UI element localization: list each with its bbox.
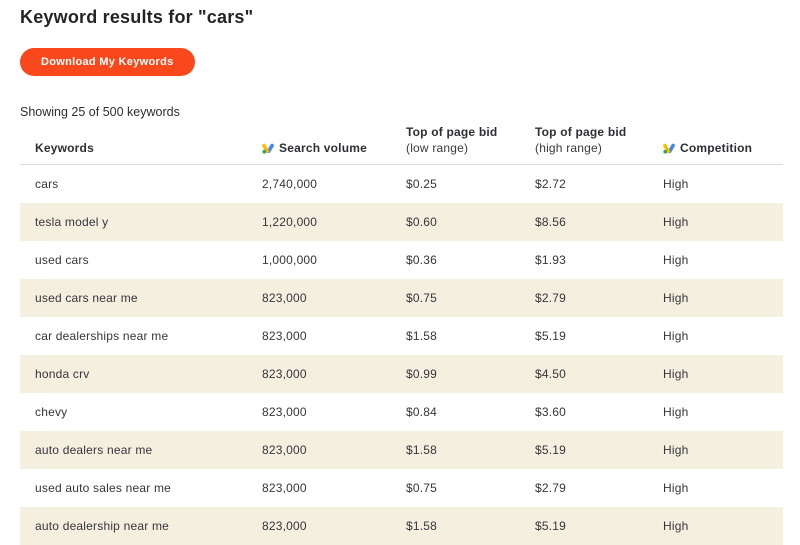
bid-low-cell: $0.25 (406, 177, 438, 191)
bid-low-cell: $0.75 (406, 481, 438, 495)
search-volume-cell: 1,220,000 (262, 215, 318, 229)
competition-cell: High (663, 253, 689, 267)
bid-high-cell: $5.19 (535, 329, 567, 343)
search-volume-cell: 2,740,000 (262, 177, 318, 191)
bid-high-cell: $2.72 (535, 177, 567, 191)
keyword-cell: used cars near me (35, 291, 138, 305)
keyword-cell: tesla model y (35, 215, 109, 229)
keyword-cell: cars (35, 177, 59, 191)
bid-high-cell: $2.79 (535, 481, 567, 495)
search-volume-cell: 823,000 (262, 481, 307, 495)
search-volume-cell: 823,000 (262, 519, 307, 533)
column-header-bid-high: Top of page bid (high range) (535, 125, 627, 155)
page-title: Keyword results for "cars" (20, 7, 254, 27)
results-summary: Showing 25 of 500 keywords (20, 105, 180, 119)
bid-high-cell: $8.56 (535, 215, 567, 229)
search-volume-cell: 823,000 (262, 291, 307, 305)
google-ads-icon (262, 143, 274, 154)
competition-cell: High (663, 329, 689, 343)
table-row: chevy 823,000 $0.84 $3.60 High (20, 393, 783, 431)
bid-low-cell: $0.36 (406, 253, 438, 267)
table-header-row: Keywords Search volume Top of page bid (20, 125, 783, 165)
column-header-competition: Competition (663, 141, 783, 155)
competition-cell: High (663, 367, 689, 381)
search-volume-cell: 823,000 (262, 329, 307, 343)
search-volume-cell: 823,000 (262, 405, 307, 419)
search-volume-cell: 1,000,000 (262, 253, 318, 267)
bid-high-cell: $3.60 (535, 405, 567, 419)
bid-low-cell: $0.84 (406, 405, 438, 419)
competition-cell: High (663, 405, 689, 419)
competition-cell: High (663, 519, 689, 533)
google-ads-icon (663, 143, 675, 154)
bid-low-cell: $0.60 (406, 215, 438, 229)
table-row: cars 2,740,000 $0.25 $2.72 High (20, 165, 783, 203)
keyword-cell: chevy (35, 405, 68, 419)
bid-low-cell: $1.58 (406, 329, 438, 343)
keyword-cell: used auto sales near me (35, 481, 172, 495)
competition-cell: High (663, 481, 689, 495)
bid-high-cell: $1.93 (535, 253, 567, 267)
keyword-cell: used cars (35, 253, 89, 267)
keyword-cell: car dealerships near me (35, 329, 169, 343)
column-header-bid-low: Top of page bid (low range) (406, 125, 498, 155)
keyword-cell: auto dealers near me (35, 443, 153, 457)
download-keywords-button[interactable]: Download My Keywords (20, 48, 195, 76)
table-row: tesla model y 1,220,000 $0.60 $8.56 High (20, 203, 783, 241)
keyword-cell: honda crv (35, 367, 90, 381)
bid-low-cell: $1.58 (406, 519, 438, 533)
competition-cell: High (663, 177, 689, 191)
column-header-keywords: Keywords (35, 141, 94, 155)
column-header-search-volume: Search volume (262, 141, 406, 155)
keyword-cell: auto dealership near me (35, 519, 170, 533)
competition-cell: High (663, 215, 689, 229)
bid-high-cell: $2.79 (535, 291, 567, 305)
search-volume-cell: 823,000 (262, 367, 307, 381)
competition-cell: High (663, 443, 689, 457)
keyword-results-page: Keyword results for "cars" Download My K… (0, 7, 800, 545)
table-row: auto dealership near me 823,000 $1.58 $5… (20, 507, 783, 545)
search-volume-cell: 823,000 (262, 443, 307, 457)
table-body: cars 2,740,000 $0.25 $2.72 High tesla mo… (20, 165, 783, 545)
bid-low-cell: $1.58 (406, 443, 438, 457)
table-row: used auto sales near me 823,000 $0.75 $2… (20, 469, 783, 507)
keywords-table: Keywords Search volume Top of page bid (20, 125, 783, 545)
bid-high-cell: $5.19 (535, 519, 567, 533)
bid-low-cell: $0.75 (406, 291, 438, 305)
table-row: used cars near me 823,000 $0.75 $2.79 Hi… (20, 279, 783, 317)
bid-high-cell: $4.50 (535, 367, 567, 381)
table-row: car dealerships near me 823,000 $1.58 $5… (20, 317, 783, 355)
bid-high-cell: $5.19 (535, 443, 567, 457)
bid-low-cell: $0.99 (406, 367, 438, 381)
table-row: honda crv 823,000 $0.99 $4.50 High (20, 355, 783, 393)
competition-cell: High (663, 291, 689, 305)
table-row: used cars 1,000,000 $0.36 $1.93 High (20, 241, 783, 279)
table-row: auto dealers near me 823,000 $1.58 $5.19… (20, 431, 783, 469)
